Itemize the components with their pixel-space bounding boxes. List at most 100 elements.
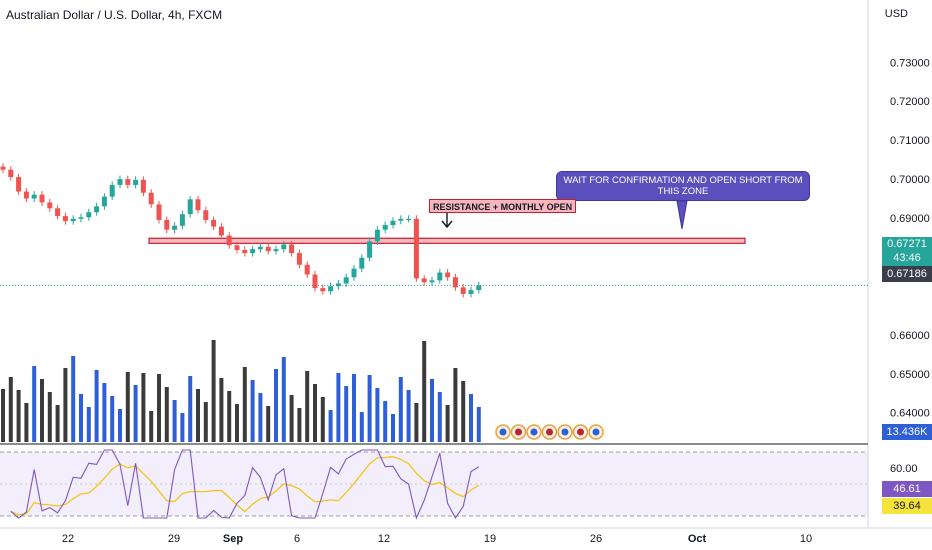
candle-body (211, 219, 217, 227)
volume-bar (157, 374, 161, 442)
volume-bar (289, 395, 294, 442)
countdown-value: 43:46 (893, 252, 921, 264)
candle-body (148, 192, 154, 205)
candle-body (343, 277, 349, 284)
candle-body (437, 272, 443, 281)
candle-body (398, 218, 404, 221)
candle-body (273, 249, 279, 252)
volume-bar (149, 411, 154, 442)
candle-body (421, 278, 427, 283)
candle-body (70, 218, 76, 222)
volume-bar (398, 377, 403, 442)
x-tick-label: 22 (62, 533, 74, 545)
trade-callout[interactable]: WAIT FOR CONFIRMATION AND OPEN SHORT FRO… (556, 171, 810, 201)
currency-label: USD (884, 8, 908, 20)
volume-bar (313, 384, 317, 442)
candle-body (39, 194, 45, 203)
candle-body (78, 217, 84, 219)
volume-bar (414, 403, 419, 442)
event-flag-dot (592, 428, 600, 436)
candle-body (156, 204, 162, 220)
volume-bar (445, 405, 450, 442)
candle-body (133, 179, 139, 185)
volume-bar (203, 402, 208, 442)
candle-body (101, 196, 107, 207)
candle-body (390, 220, 396, 226)
candle-body (234, 245, 240, 250)
candle-body (460, 287, 466, 294)
volume-bar (133, 385, 138, 442)
candle-body (203, 210, 209, 220)
economic-events[interactable] (495, 424, 604, 440)
candle-body (125, 179, 131, 185)
volume-bar (172, 400, 177, 442)
candle-body (8, 169, 14, 178)
volume-bar (336, 373, 341, 442)
volume-bar (359, 412, 364, 442)
y-tick-label: 0.70000 (890, 174, 930, 186)
y-tick-label: 0.66000 (890, 330, 930, 342)
candle-body (55, 208, 61, 217)
volume-bar (469, 394, 473, 442)
volume-bar (461, 381, 466, 442)
event-flag-dot (515, 428, 522, 436)
candle-body (445, 272, 451, 278)
volume-bar (227, 391, 232, 442)
rsi-lines (10, 449, 480, 520)
event-flag-dot (561, 428, 569, 436)
resistance-label[interactable]: RESISTANCE + MONTHLY OPEN (429, 199, 577, 213)
candle-body (429, 280, 435, 283)
volume-bar (320, 397, 325, 442)
candle-body (172, 225, 178, 230)
volume-bar (437, 392, 442, 442)
y-tick-label: 0.73000 (890, 57, 930, 69)
volume-bar (16, 390, 21, 442)
candle-body (406, 218, 412, 221)
volume-bar (266, 406, 271, 442)
candle-body (226, 235, 232, 246)
candle-body (257, 246, 263, 250)
volume-bar (453, 368, 458, 442)
volume-bar (391, 414, 395, 442)
time-axis[interactable]: 22 29 Sep 6 12 19 26 Oct 10 (62, 533, 812, 545)
y-tick-label: 0.69000 (890, 213, 930, 225)
candle-body (296, 253, 302, 265)
volume-bar (406, 390, 411, 442)
rsi-line (10, 449, 480, 520)
candle-body (94, 206, 100, 213)
candle-body (476, 285, 482, 291)
volume-bar (250, 380, 255, 442)
price-axis[interactable]: 0.73000 0.72000 0.71000 0.70000 0.69000 0.660… (890, 57, 930, 419)
event-flag-dot (530, 428, 538, 436)
resistance-zone[interactable] (148, 237, 746, 244)
volume-bar (63, 368, 68, 442)
x-tick-label: 10 (800, 533, 812, 545)
volume-bar (71, 356, 76, 442)
candle-body (140, 179, 146, 193)
candle-body (374, 229, 380, 242)
rsi-level-label: 60.00 (890, 463, 918, 475)
volume-bar (164, 387, 169, 442)
chart-title: Australian Dollar / U.S. Dollar, 4h, FXC… (6, 8, 223, 22)
last-price-value: 0.67271 (887, 238, 927, 250)
callout-pointer (676, 200, 688, 230)
candle-body (31, 194, 37, 199)
candle-body (187, 199, 193, 215)
candle-body (468, 290, 474, 294)
candle-body (16, 177, 22, 192)
volume-bar (422, 341, 427, 442)
x-tick-label: 19 (484, 533, 496, 545)
volume-bar (94, 370, 99, 442)
event-flag-dot (546, 428, 553, 436)
volume-bar (344, 386, 349, 442)
x-tick-label: Sep (223, 533, 243, 545)
volume-bar (219, 378, 224, 442)
candle-body (289, 244, 295, 254)
candle-body (117, 179, 123, 185)
price-grid (0, 0, 932, 529)
volume-bar (86, 407, 91, 442)
y-tick-label: 0.65000 (890, 369, 930, 381)
volume-bar (40, 379, 44, 442)
candle-body (335, 283, 341, 287)
